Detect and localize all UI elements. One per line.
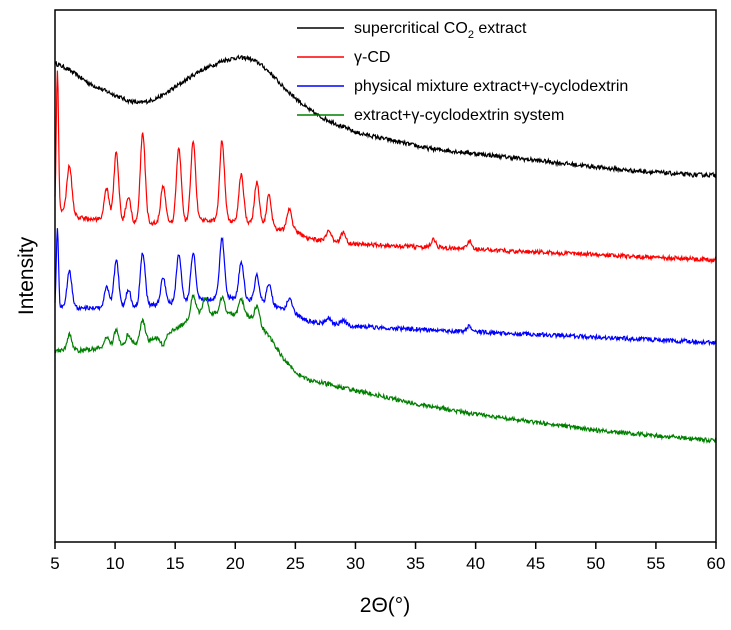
y-axis-title: Intensity bbox=[15, 236, 38, 315]
x-tick-label: 55 bbox=[646, 554, 665, 573]
x-tick-label: 10 bbox=[106, 554, 125, 573]
legend-label-3: physical mixture extract+γ-cyclodextrin bbox=[354, 78, 628, 95]
x-tick-label: 15 bbox=[166, 554, 185, 573]
x-axis-title: 2Θ(°) bbox=[360, 594, 410, 617]
x-tick-label: 45 bbox=[526, 554, 545, 573]
x-tick-label: 30 bbox=[346, 554, 365, 573]
x-tick-label: 25 bbox=[286, 554, 305, 573]
legend-label-4: extract+γ-cyclodextrin system bbox=[354, 107, 564, 124]
legend: supercritical CO2 extract γ-CD physical mi… bbox=[297, 20, 628, 124]
series-curves bbox=[54, 54, 717, 445]
x-tick-label: 35 bbox=[406, 554, 425, 573]
legend-label-2: γ-CD bbox=[354, 49, 390, 66]
x-tick-label: 20 bbox=[226, 554, 245, 573]
x-tick-label: 60 bbox=[707, 554, 726, 573]
x-tick-label: 50 bbox=[586, 554, 605, 573]
series-line-4 bbox=[54, 293, 717, 445]
x-axis-ticks: 5 10 15 20 25 30 35 40 45 50 55 60 bbox=[50, 542, 725, 573]
series-line-3 bbox=[54, 228, 717, 347]
plot-frame bbox=[54, 9, 717, 543]
legend-label-1: supercritical CO2 extract bbox=[354, 20, 527, 41]
x-tick-label: 40 bbox=[466, 554, 485, 573]
series-line-2 bbox=[54, 70, 717, 265]
series-line-1 bbox=[54, 54, 717, 179]
x-tick-label: 5 bbox=[50, 554, 59, 573]
